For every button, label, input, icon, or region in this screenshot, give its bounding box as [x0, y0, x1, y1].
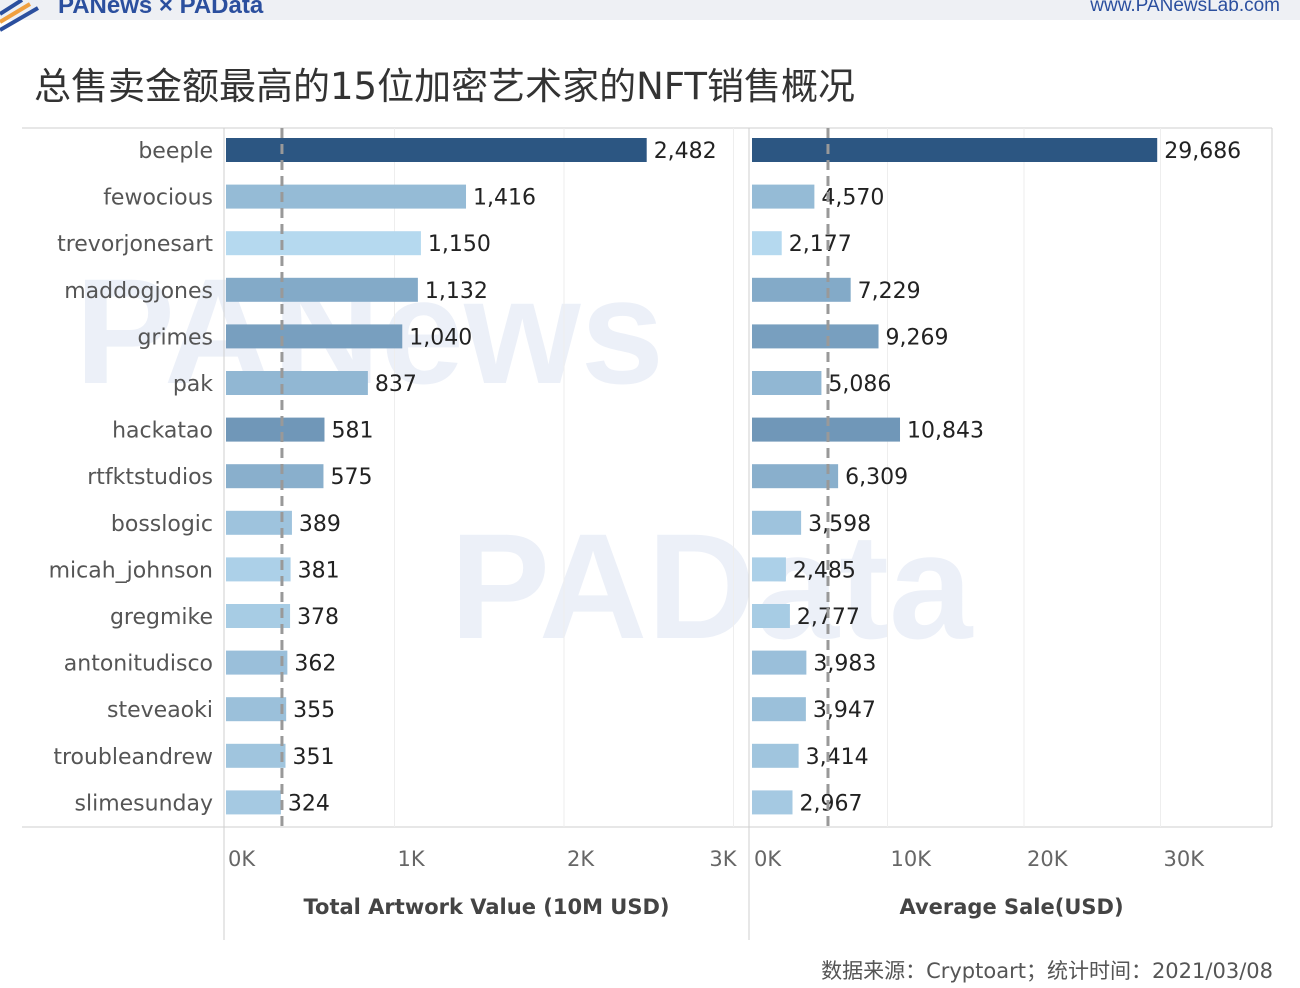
- tick-label: 30K: [1164, 847, 1206, 871]
- bar-grimes: [226, 324, 403, 349]
- data-label: 9,269: [886, 325, 949, 350]
- category-label: rtfktstudios: [87, 465, 213, 490]
- category-label: hackatao: [112, 419, 213, 444]
- header-bar: PANews × PAData www.PANewsLab.com: [0, 0, 1300, 32]
- data-label: 3,414: [806, 745, 869, 770]
- bar-steveaoki: [226, 697, 287, 722]
- data-label: 324: [288, 791, 330, 816]
- data-label: 2,485: [793, 558, 856, 583]
- data-label: 581: [331, 419, 373, 444]
- bar-gregmike: [752, 604, 790, 628]
- chart-title: 总售卖金额最高的15位加密艺术家的NFT销售概况: [34, 65, 855, 108]
- bar-troubleandrew: [226, 743, 286, 768]
- bar-slimesunday: [226, 790, 281, 815]
- data-label: 837: [375, 372, 417, 397]
- tick-label: 0K: [754, 847, 782, 871]
- tick-label: 20K: [1027, 847, 1069, 871]
- bar-rtfktstudios: [752, 464, 839, 489]
- bar-trevorjonesart: [226, 231, 421, 256]
- data-label: 3,947: [813, 698, 876, 723]
- data-label: 10,843: [907, 419, 984, 444]
- bar-gregmike: [226, 604, 291, 628]
- bar-hackatao: [226, 417, 325, 442]
- category-label: micah_johnson: [49, 558, 213, 583]
- bar-rtfktstudios: [226, 464, 324, 489]
- category-label: slimesunday: [75, 791, 213, 816]
- bar-antonitudisco: [226, 650, 288, 675]
- bar-fewocious: [226, 184, 467, 209]
- data-label: 355: [293, 698, 335, 723]
- bar-bosslogic: [752, 510, 802, 535]
- data-source: 数据来源：Cryptoart；统计时间：2021/03/08: [821, 959, 1273, 983]
- data-label: 2,482: [654, 139, 717, 164]
- x-axis-title: Total Artwork Value (10M USD): [303, 895, 669, 919]
- bar-pak: [226, 371, 368, 395]
- category-label: bosslogic: [111, 512, 213, 537]
- bar-fewocious: [752, 184, 815, 209]
- data-label: 3,598: [808, 512, 871, 537]
- data-label: 3,983: [813, 652, 876, 677]
- data-label: 378: [297, 605, 339, 630]
- data-label: 5,086: [828, 372, 891, 397]
- bar-trevorjonesart: [752, 231, 782, 256]
- data-label: 381: [298, 558, 340, 583]
- data-label: 6,309: [845, 465, 908, 490]
- tick-label: 0K: [228, 847, 256, 871]
- bar-troubleandrew: [752, 743, 799, 768]
- bar-beeple: [226, 138, 647, 162]
- category-label: gregmike: [110, 605, 213, 630]
- bar-hackatao: [752, 417, 901, 442]
- category-label: fewocious: [103, 186, 213, 211]
- tick-label: 3K: [709, 847, 737, 871]
- category-label: pak: [173, 372, 213, 397]
- bar-grimes: [752, 324, 879, 349]
- bar-maddogjones: [752, 277, 851, 302]
- x-axis-title: Average Sale(USD): [899, 895, 1123, 919]
- data-label: 351: [292, 745, 334, 770]
- tick-label: 10K: [891, 847, 933, 871]
- bar-maddogjones: [226, 277, 418, 302]
- logo-stripes-icon: [0, 0, 40, 32]
- data-label: 7,229: [858, 279, 921, 304]
- category-label: beeple: [138, 139, 213, 164]
- data-label: 2,967: [799, 791, 862, 816]
- data-label: 389: [299, 512, 341, 537]
- data-label: 575: [330, 465, 372, 490]
- category-label: grimes: [137, 325, 213, 350]
- data-label: 1,150: [428, 232, 491, 257]
- category-label: steveaoki: [107, 698, 213, 723]
- bar-micah_johnson: [752, 557, 786, 582]
- data-label: 2,177: [789, 232, 852, 257]
- bar-micah_johnson: [226, 557, 291, 582]
- bar-beeple: [752, 138, 1158, 162]
- data-label: 362: [294, 652, 336, 677]
- category-label: antonitudisco: [64, 652, 213, 677]
- tick-label: 1K: [398, 847, 426, 871]
- brand-logo: PANews × PAData: [58, 0, 264, 19]
- data-label: 1,040: [409, 325, 472, 350]
- data-label: 1,132: [425, 279, 488, 304]
- site-url[interactable]: www.PANewsLab.com: [1090, 0, 1280, 16]
- bar-steveaoki: [752, 697, 806, 722]
- data-label: 4,570: [821, 186, 884, 211]
- tick-label: 2K: [567, 847, 595, 871]
- category-label: troubleandrew: [53, 745, 213, 770]
- data-label: 1,416: [473, 186, 536, 211]
- category-label: maddogjones: [64, 279, 213, 304]
- bar-antonitudisco: [752, 650, 807, 675]
- data-label: 29,686: [1164, 139, 1241, 164]
- bar-pak: [752, 371, 822, 395]
- bar-slimesunday: [752, 790, 793, 815]
- category-label: trevorjonesart: [57, 232, 213, 257]
